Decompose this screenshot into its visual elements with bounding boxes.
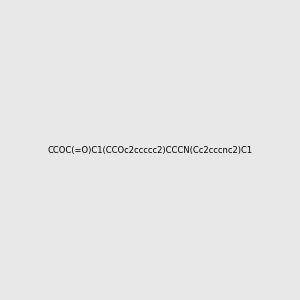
Text: CCOC(=O)C1(CCOc2ccccc2)CCCN(Cc2cccnc2)C1: CCOC(=O)C1(CCOc2ccccc2)CCCN(Cc2cccnc2)C1 [47,146,253,154]
